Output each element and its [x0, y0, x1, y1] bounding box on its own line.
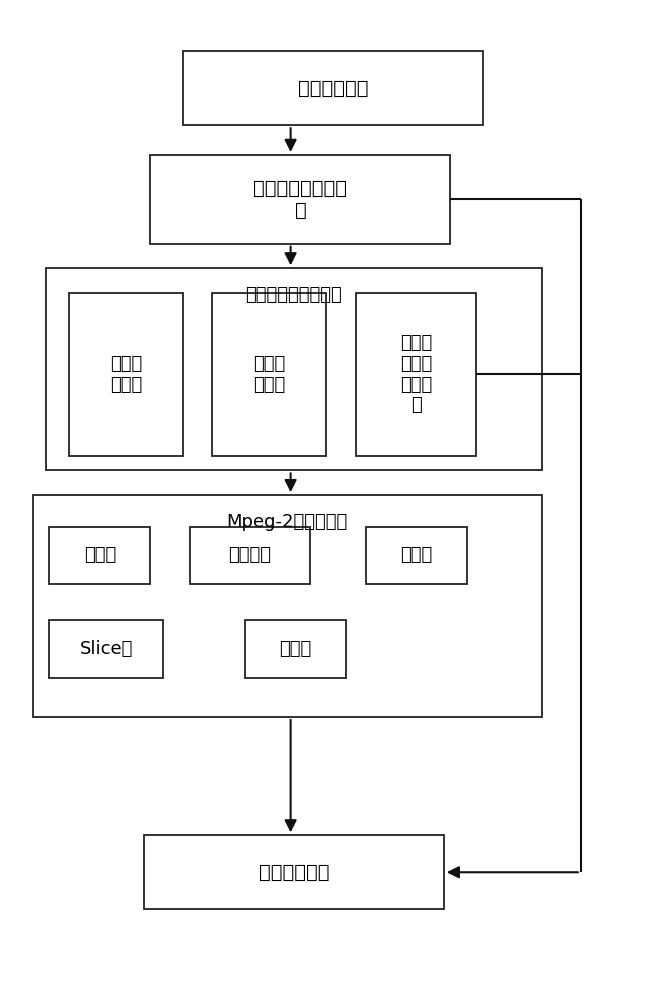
Text: 视音频
关联性
的合法
性: 视音频 关联性 的合法 性: [400, 334, 432, 414]
Text: 视音频媒体文件解
码: 视音频媒体文件解 码: [253, 179, 348, 220]
Text: Mpeg-2基本流检测: Mpeg-2基本流检测: [226, 513, 348, 531]
Bar: [46, 268, 541, 470]
Text: 检测信息输出: 检测信息输出: [258, 863, 329, 882]
Bar: [151, 155, 450, 244]
Text: 系列头: 系列头: [84, 546, 116, 564]
Text: 图像层: 图像层: [400, 546, 432, 564]
Bar: [33, 495, 541, 717]
Bar: [245, 620, 346, 678]
Bar: [49, 527, 151, 584]
Bar: [356, 293, 476, 456]
Bar: [69, 293, 183, 456]
Text: 图像组层: 图像组层: [228, 546, 271, 564]
Text: 基本音
频参数: 基本音 频参数: [253, 355, 286, 394]
Bar: [212, 293, 326, 456]
Text: 基本视
频参数: 基本视 频参数: [110, 355, 142, 394]
Text: 宏块层: 宏块层: [279, 640, 312, 658]
Bar: [366, 527, 467, 584]
Text: 获取检测任务: 获取检测任务: [298, 79, 368, 98]
Text: 视音频基本参数检测: 视音频基本参数检测: [246, 286, 342, 304]
Bar: [190, 527, 310, 584]
Bar: [144, 835, 444, 909]
Bar: [49, 620, 163, 678]
Bar: [183, 51, 483, 125]
Text: Slice层: Slice层: [80, 640, 133, 658]
